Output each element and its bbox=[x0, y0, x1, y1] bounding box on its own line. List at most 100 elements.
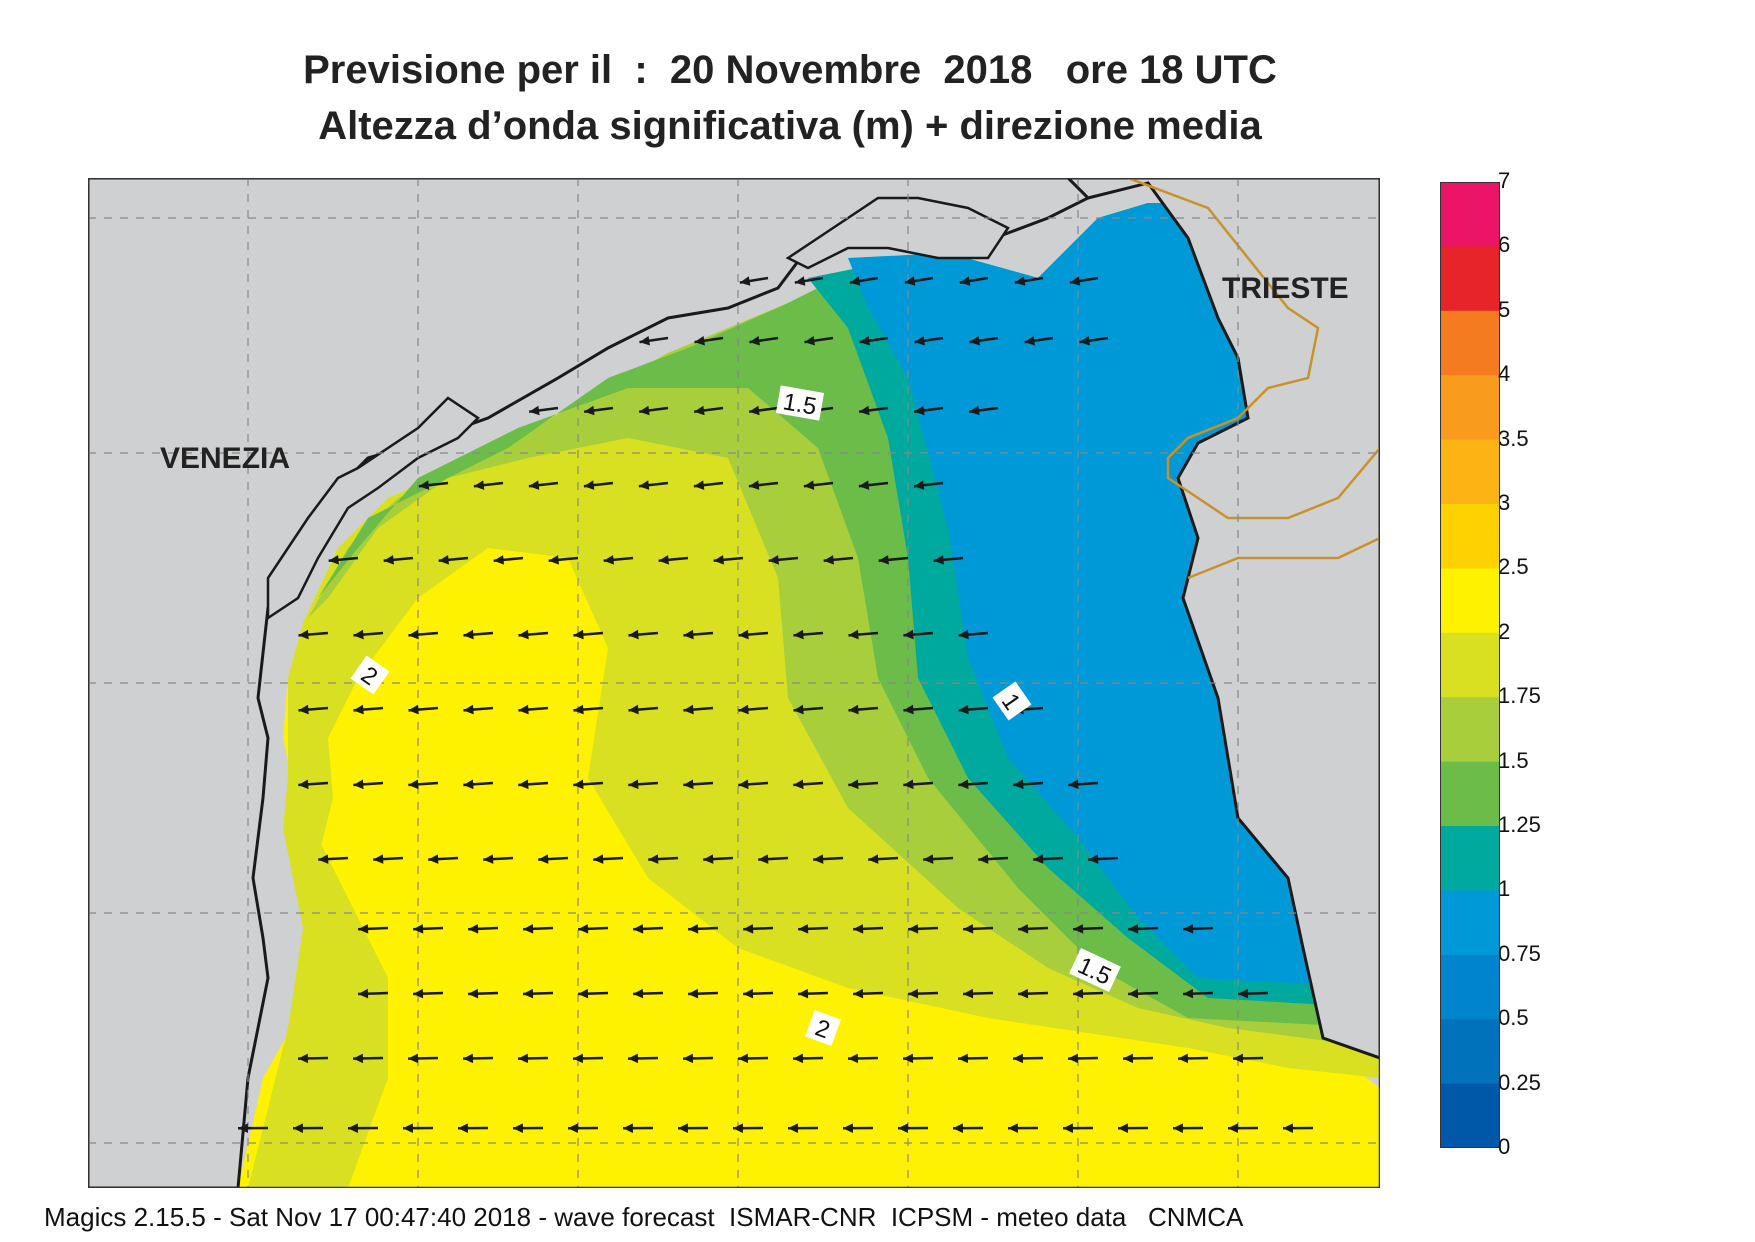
wave-arrow bbox=[794, 276, 824, 286]
wave-arrow bbox=[583, 480, 614, 490]
wave-arrow bbox=[633, 924, 664, 934]
legend-swatch bbox=[1440, 826, 1500, 891]
wave-arrow bbox=[908, 924, 939, 934]
wave-arrow bbox=[738, 704, 769, 715]
wave-arrow bbox=[529, 405, 559, 416]
wave-arrow bbox=[628, 779, 659, 790]
wave-arrow bbox=[512, 1123, 544, 1133]
wave-arrow bbox=[858, 480, 889, 490]
wave-arrow bbox=[578, 924, 609, 934]
wave-arrow bbox=[1238, 988, 1269, 999]
wave-arrow bbox=[1117, 1123, 1149, 1133]
wave-arrow bbox=[768, 555, 799, 565]
wave-arrow bbox=[738, 1053, 769, 1064]
wave-arrow bbox=[677, 1123, 709, 1133]
title-line-1: Previsione per il : 20 Novembre 2018 ore… bbox=[303, 48, 1277, 92]
wave-arrow bbox=[468, 924, 499, 934]
wave-arrow bbox=[798, 924, 829, 934]
legend-swatch bbox=[1440, 504, 1500, 569]
wave-arrow bbox=[298, 1053, 329, 1064]
wave-arrow bbox=[573, 629, 604, 640]
wave-arrow bbox=[1014, 276, 1044, 286]
wave-arrow bbox=[688, 924, 719, 934]
title-line-2: Altezza d’onda significativa (m) + direz… bbox=[318, 104, 1262, 148]
wave-arrow bbox=[523, 988, 554, 999]
wave-arrow bbox=[848, 704, 879, 715]
wave-arrow bbox=[639, 405, 669, 416]
wave-arrow bbox=[849, 276, 879, 286]
wave-arrow bbox=[952, 1123, 984, 1133]
wave-arrow bbox=[1282, 1123, 1314, 1133]
wave-arrow bbox=[732, 1123, 764, 1133]
wave-arrow bbox=[383, 555, 414, 565]
wave-arrow bbox=[473, 480, 504, 490]
border-line-south bbox=[1187, 536, 1380, 580]
wave-arrow bbox=[738, 629, 769, 640]
wave-map: 1.5 2 1 1.5 2 VENEZIA TRIESTE bbox=[88, 178, 1380, 1188]
legend-label: 0.25 bbox=[1498, 1069, 1541, 1095]
legend-label: 3 bbox=[1498, 490, 1511, 515]
wave-arrow bbox=[1068, 779, 1099, 790]
wave-arrow bbox=[693, 480, 724, 490]
wave-arrow bbox=[1128, 988, 1159, 999]
wave-arrow bbox=[853, 924, 884, 934]
wave-arrow bbox=[903, 779, 934, 790]
wave-arrow bbox=[573, 1053, 604, 1064]
wave-arrow bbox=[468, 988, 499, 999]
wave-arrow bbox=[1024, 336, 1054, 346]
wave-arrow bbox=[923, 854, 954, 864]
legend-swatch bbox=[1440, 632, 1500, 698]
legend-label: 0.5 bbox=[1498, 1005, 1529, 1031]
wave-arrow bbox=[1178, 1053, 1209, 1064]
legend-label: 3.5 bbox=[1498, 425, 1529, 451]
wave-arrow bbox=[628, 1053, 659, 1064]
wave-arrow bbox=[793, 779, 824, 790]
wave-arrow bbox=[813, 854, 844, 864]
wave-arrow bbox=[373, 854, 404, 864]
wave-arrow bbox=[408, 629, 439, 640]
wave-arrow bbox=[1062, 1123, 1094, 1133]
svg-text:1.5: 1.5 bbox=[781, 388, 819, 420]
legend-label: 2 bbox=[1498, 618, 1511, 644]
wave-arrow bbox=[622, 1123, 654, 1133]
wave-arrow bbox=[298, 779, 329, 790]
wave-arrow bbox=[823, 555, 854, 565]
wave-arrow bbox=[683, 629, 714, 640]
grid bbox=[88, 178, 1380, 1188]
wave-arrow bbox=[463, 704, 494, 715]
wave-arrow bbox=[749, 405, 779, 416]
wave-arrow bbox=[969, 336, 999, 346]
wave-arrow bbox=[878, 555, 909, 565]
wave-arrow bbox=[463, 1053, 494, 1064]
wave-arrow bbox=[958, 704, 989, 715]
wave-arrow bbox=[683, 1053, 714, 1064]
wave-arrow bbox=[848, 1053, 879, 1064]
wave-arrow bbox=[353, 629, 384, 640]
wave-arrow bbox=[358, 924, 389, 934]
legend-swatch bbox=[1440, 954, 1500, 1020]
legend-swatch bbox=[1440, 568, 1500, 634]
wave-arrow bbox=[523, 924, 554, 934]
legend-swatch bbox=[1440, 246, 1500, 312]
wave-arrow bbox=[959, 276, 989, 286]
wave-arrow bbox=[914, 336, 944, 346]
wave-arrow bbox=[1128, 924, 1159, 934]
wave-arrow bbox=[548, 555, 579, 565]
wave-arrow bbox=[868, 854, 899, 864]
wave-arrow bbox=[408, 1053, 439, 1064]
wave-arrow bbox=[518, 704, 549, 715]
wave-arrow bbox=[603, 555, 634, 565]
contour-label-2-south: 2 bbox=[805, 1010, 841, 1046]
legend-label: 6 bbox=[1498, 232, 1511, 258]
wave-arrow bbox=[1073, 988, 1104, 999]
wave-arrow bbox=[1123, 1053, 1154, 1064]
wave-arrow bbox=[628, 629, 659, 640]
wave-arrow bbox=[648, 854, 679, 864]
wave-height-legend bbox=[1440, 182, 1500, 1148]
wave-arrow bbox=[914, 405, 944, 416]
wave-arrow bbox=[463, 629, 494, 640]
wave-arrow bbox=[1013, 779, 1044, 790]
wave-arrow bbox=[842, 1123, 874, 1133]
wave-arrow bbox=[1183, 988, 1214, 999]
legend-swatch bbox=[1440, 1019, 1500, 1085]
